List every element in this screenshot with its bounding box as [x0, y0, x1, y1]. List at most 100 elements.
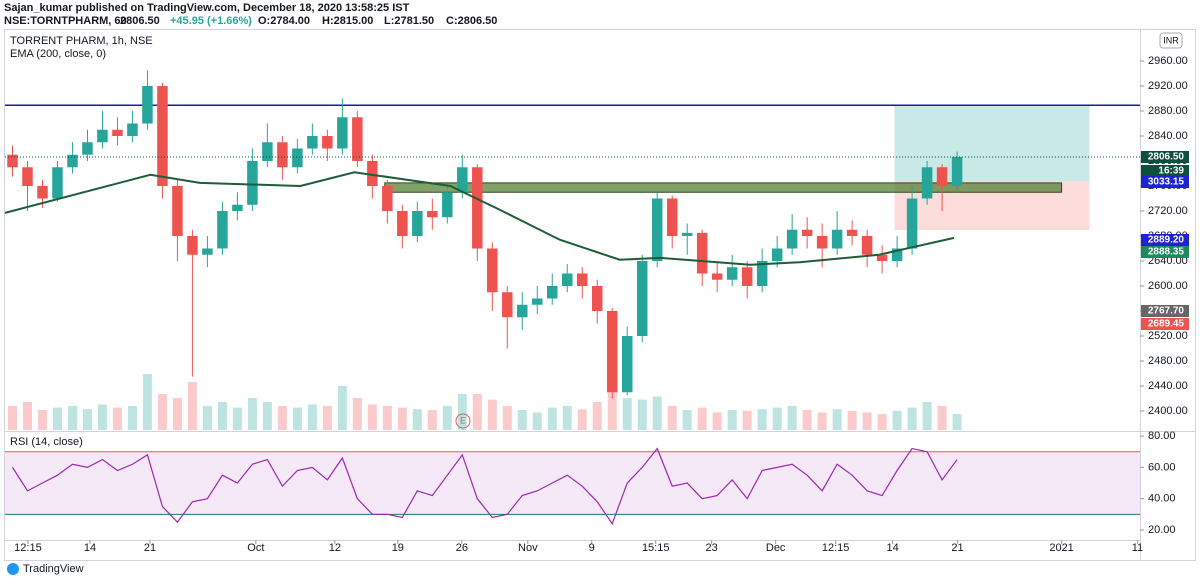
candle-body — [726, 267, 738, 280]
brand: TradingView — [23, 563, 84, 575]
volume-bar — [697, 407, 707, 430]
chart-title: TORRENT PHARM, 1h, NSE — [10, 35, 153, 47]
candle-body — [547, 286, 558, 299]
candle-body — [636, 261, 648, 336]
candle-body — [277, 142, 288, 168]
candle-body — [651, 198, 663, 261]
price-badge — [1141, 234, 1189, 246]
frame — [4, 29, 1196, 561]
volume-bar — [82, 409, 92, 430]
candle-body — [621, 336, 633, 393]
volume-bar — [232, 407, 242, 430]
x-tick-label: 14 — [886, 542, 898, 554]
candle-body — [202, 248, 213, 255]
logo — [7, 563, 19, 575]
x-tick-label: 23 — [706, 542, 718, 554]
volume-bar — [502, 406, 512, 430]
candle-body — [307, 136, 318, 149]
currency-badge[interactable] — [1159, 32, 1183, 49]
candle-body — [337, 117, 348, 149]
volume-bar — [37, 410, 47, 430]
y-tick-label: 2520.00 — [1148, 330, 1188, 342]
currency: INR — [1163, 35, 1179, 45]
candle-body — [52, 167, 63, 199]
x-tick-label: Oct — [247, 542, 264, 554]
volume-bar — [172, 398, 182, 430]
candle-body — [67, 154, 78, 168]
price-badge-label: 16:39 — [1158, 166, 1184, 177]
x-tick-label: 11 — [1132, 542, 1143, 554]
volume-bar — [292, 407, 302, 430]
last-price: 2806.50 — [120, 15, 160, 27]
y-tick-label: 2400.00 — [1148, 405, 1188, 417]
candle-body — [816, 236, 828, 249]
candle-body — [142, 86, 153, 124]
candle-body — [562, 273, 573, 286]
event-label: E — [460, 415, 466, 425]
y-tick-label: 2840.00 — [1148, 130, 1188, 142]
candle-body — [442, 192, 453, 218]
volume-bar — [772, 407, 782, 430]
candle-body — [771, 248, 783, 261]
candle-body — [7, 154, 18, 168]
volume-bar — [817, 412, 827, 430]
x-tick-label: Dec — [766, 542, 786, 554]
volume-bar — [742, 410, 752, 430]
candle-body — [666, 198, 678, 236]
candle-body — [397, 211, 408, 236]
volume-bar — [907, 407, 917, 430]
x-tick-label: 12:15 — [14, 542, 42, 554]
candle-body — [352, 117, 363, 161]
volume-bar — [562, 406, 572, 430]
volume-bar — [847, 410, 857, 430]
high: H:2815.00 — [322, 15, 373, 27]
volume-bar — [862, 412, 872, 430]
x-tick-label: Nov — [518, 542, 538, 554]
candle-body — [262, 142, 273, 161]
candle-body — [951, 156, 963, 186]
candle-body — [502, 292, 513, 318]
candle-body — [187, 236, 198, 255]
volume-bar — [802, 410, 812, 430]
volume-bar — [262, 402, 272, 430]
volume-bar — [142, 374, 152, 430]
candle-body — [427, 211, 438, 218]
candle-body — [157, 86, 168, 186]
ema-legend: EMA (200, close, 0) — [10, 48, 106, 60]
volume-bar — [922, 402, 932, 430]
volume-bar — [667, 406, 677, 430]
candle-body — [861, 236, 873, 255]
event-marker[interactable] — [455, 413, 471, 429]
price-badge-label: 2889.20 — [1148, 235, 1185, 246]
volume-bar — [157, 394, 167, 430]
candle-body — [457, 167, 468, 193]
volume-bar — [472, 394, 482, 430]
candle-body — [412, 211, 423, 236]
volume-bar — [412, 409, 422, 430]
volume-bar — [382, 406, 392, 430]
candle-body — [756, 261, 768, 286]
volume-bar — [487, 399, 497, 430]
candle-body — [876, 254, 888, 261]
rsi-band — [5, 451, 1140, 515]
publish-line: Sajan_kumar published on TradingView.com… — [4, 2, 410, 14]
y-tick-label: 2880.00 — [1148, 105, 1188, 117]
candle-body — [37, 186, 48, 199]
volume-bar — [322, 406, 332, 430]
x-tick-label: 19 — [392, 542, 404, 554]
volume-bar — [7, 406, 17, 430]
volume-bar — [352, 398, 362, 430]
volume-bar — [517, 410, 527, 430]
candle-body — [517, 304, 528, 318]
x-tick-label: 14 — [84, 542, 96, 554]
price-badge-label: 2806.50 — [1148, 152, 1185, 163]
volume-bar — [757, 409, 767, 430]
close: C:2806.50 — [446, 15, 497, 27]
volume-bar — [532, 412, 542, 430]
rsi-tick-label: 20.00 — [1148, 524, 1176, 536]
volume-bar — [787, 406, 797, 430]
price-badge-label: 2689.45 — [1148, 319, 1185, 330]
x-tick-label: 12:15 — [822, 542, 850, 554]
rsi-tick-label: 40.00 — [1148, 493, 1176, 505]
volume-bar — [622, 398, 632, 430]
